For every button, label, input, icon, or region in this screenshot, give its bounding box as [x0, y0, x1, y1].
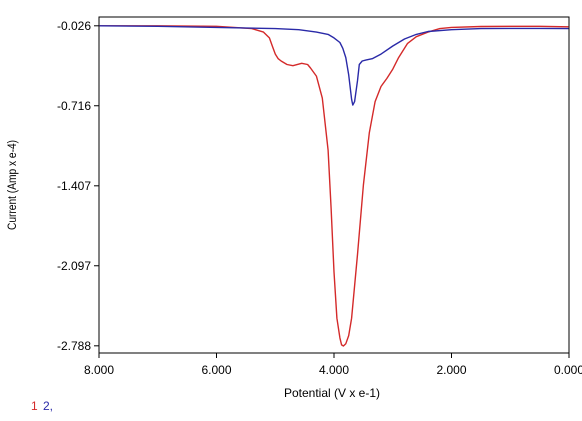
series-lines	[99, 25, 569, 347]
y-tick-label: -2.097	[57, 259, 91, 273]
y-axis: -0.026 -0.716 -1.407 -2.097 -2.788	[57, 19, 99, 353]
x-tick-label: 4.000	[319, 363, 349, 377]
y-tick-label: -2.788	[57, 339, 91, 353]
plot-frame	[98, 16, 570, 354]
x-tick-label: 0.000	[554, 363, 582, 377]
series-1-line	[99, 25, 569, 347]
y-tick-label: -0.026	[57, 19, 91, 33]
y-tick-label: -0.716	[57, 99, 91, 113]
legend: 1 2,	[31, 399, 53, 413]
y-tick-label: -1.407	[57, 179, 91, 193]
series-2-line	[99, 25, 569, 106]
y-axis-title: Current (Amp x e-4)	[6, 140, 19, 230]
x-axis-title: Potential (V x e-1)	[284, 386, 380, 400]
x-tick-label: 2.000	[436, 363, 466, 377]
x-axis: 8.000 6.000 4.000 2.000 0.000	[84, 353, 582, 377]
x-tick-label: 8.000	[84, 363, 114, 377]
legend-item-1: 1	[31, 399, 38, 413]
legend-item-2: 2,	[43, 399, 53, 413]
x-tick-label: 6.000	[201, 363, 231, 377]
